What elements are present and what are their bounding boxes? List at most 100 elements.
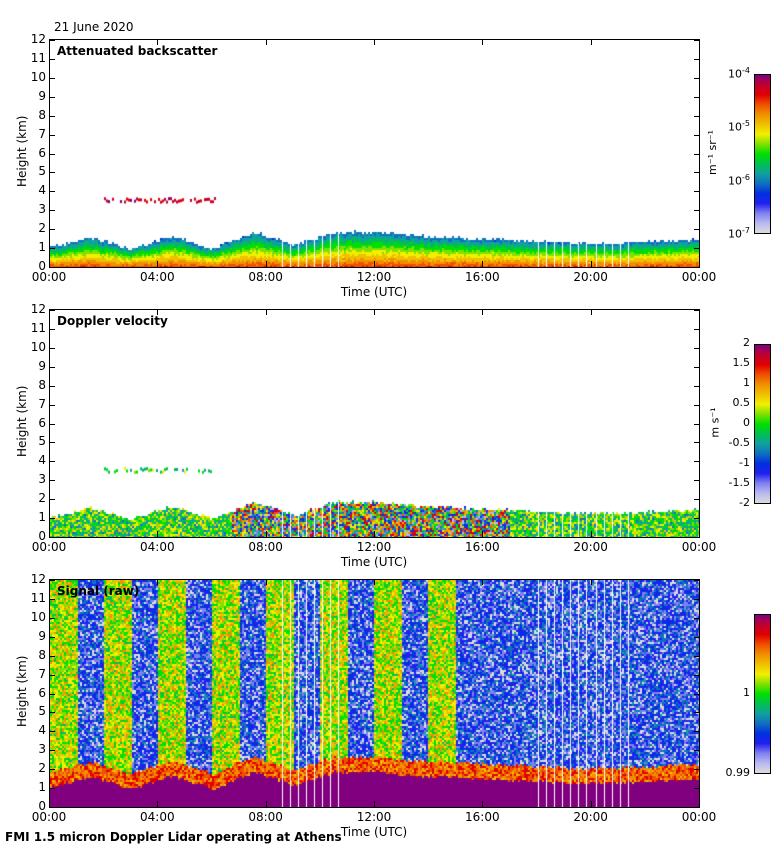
heatmap-canvas [50,580,699,807]
x-tick-mark [699,531,700,537]
y-tick-mark [694,750,699,752]
y-tick-mark [694,366,699,368]
y-tick-mark [50,172,55,174]
y-tick-mark [694,210,699,212]
y-tick-label: 11 [30,50,46,65]
date-label: 21 June 2020 [54,20,134,34]
x-tick-label: 04:00 [140,810,175,824]
y-tick-mark [50,807,55,808]
y-tick-mark [50,480,55,482]
plot-area: Attenuated backscatter [49,39,700,268]
y-tick-label: 1 [38,780,46,795]
y-tick-label: 5 [38,434,46,449]
colorbar [754,614,771,774]
panel-title: Signal (raw) [57,584,140,598]
x-tick-mark [482,579,484,585]
x-tick-mark [482,309,484,315]
y-tick-mark [50,366,55,368]
y-tick-mark [694,267,699,268]
y-tick-label: 4 [38,723,46,738]
y-tick-mark [694,229,699,231]
y-tick-label: 4 [38,183,46,198]
y-tick-mark [694,404,699,406]
y-axis-label: Height (km) [15,385,29,457]
y-tick-mark [50,77,55,79]
y-tick-mark [50,229,55,231]
x-tick-mark [374,579,375,585]
y-tick-label: 2 [38,761,46,776]
y-tick-label: 3 [38,742,46,757]
y-tick-mark [694,788,699,790]
x-tick-label: 20:00 [573,270,608,284]
y-tick-label: 7 [38,396,46,411]
x-tick-mark [699,39,700,45]
x-tick-label: 00:00 [681,540,717,554]
x-tick-mark [482,261,484,267]
y-tick-label: 2 [38,491,46,506]
y-tick-mark [50,731,55,733]
y-tick-label: 8 [38,107,46,122]
x-tick-mark [157,579,159,585]
x-tick-label: 08:00 [248,540,283,554]
y-tick-mark [50,347,55,349]
x-tick-mark [374,801,375,807]
x-tick-mark [590,579,592,585]
y-tick-label: 0 [38,259,46,273]
y-tick-label: 0 [38,529,46,543]
colorbar [754,344,771,504]
x-tick-label: 00:00 [31,270,67,284]
x-tick-label: 00:00 [31,810,67,824]
y-tick-mark [50,423,55,425]
y-tick-mark [50,115,55,117]
y-tick-mark [50,537,55,538]
x-tick-mark [157,309,159,315]
y-tick-mark [50,693,55,695]
x-tick-mark [265,801,267,807]
y-tick-label: 6 [38,145,46,160]
x-tick-mark [590,801,592,807]
colorbar-tick-label: 0.99 [725,766,751,779]
y-tick-label: 9 [38,88,46,103]
y-tick-mark [50,598,55,600]
x-tick-mark [265,39,267,45]
x-tick-mark [265,309,267,315]
y-tick-label: 4 [38,453,46,468]
x-tick-label: 08:00 [248,810,283,824]
x-tick-label: 20:00 [573,540,608,554]
y-tick-label: 2 [38,221,46,236]
y-axis-label: Height (km) [15,655,29,727]
colorbar [754,74,771,234]
x-tick-mark [49,261,50,267]
y-tick-mark [50,617,55,619]
y-tick-mark [50,712,55,714]
y-tick-mark [694,712,699,714]
y-tick-mark [694,461,699,463]
heatmap-canvas [50,310,699,537]
y-tick-label: 3 [38,472,46,487]
x-tick-mark [157,39,159,45]
x-tick-mark [374,39,375,45]
colorbar-tick-label: -0.5 [728,436,750,449]
y-tick-mark [694,518,699,520]
y-tick-mark [694,328,699,330]
colorbar-tick-label: 0 [743,416,750,429]
y-tick-mark [50,442,55,444]
x-tick-mark [265,579,267,585]
x-axis-label: Time (UTC) [340,825,408,839]
y-axis-label: Height (km) [15,115,29,187]
y-tick-mark [694,598,699,600]
y-tick-mark [694,537,699,538]
y-tick-mark [694,248,699,250]
y-tick-label: 3 [38,202,46,217]
x-tick-label: 00:00 [681,270,717,284]
y-tick-label: 12 [30,572,46,586]
x-tick-mark [49,309,50,315]
x-tick-label: 12:00 [356,810,392,824]
y-tick-mark [50,191,55,193]
y-tick-mark [694,96,699,98]
y-tick-mark [694,731,699,733]
colorbar-tick-label: 0.5 [732,396,751,409]
y-tick-label: 10 [30,69,46,84]
y-tick-mark [694,693,699,695]
y-tick-label: 9 [38,628,46,643]
